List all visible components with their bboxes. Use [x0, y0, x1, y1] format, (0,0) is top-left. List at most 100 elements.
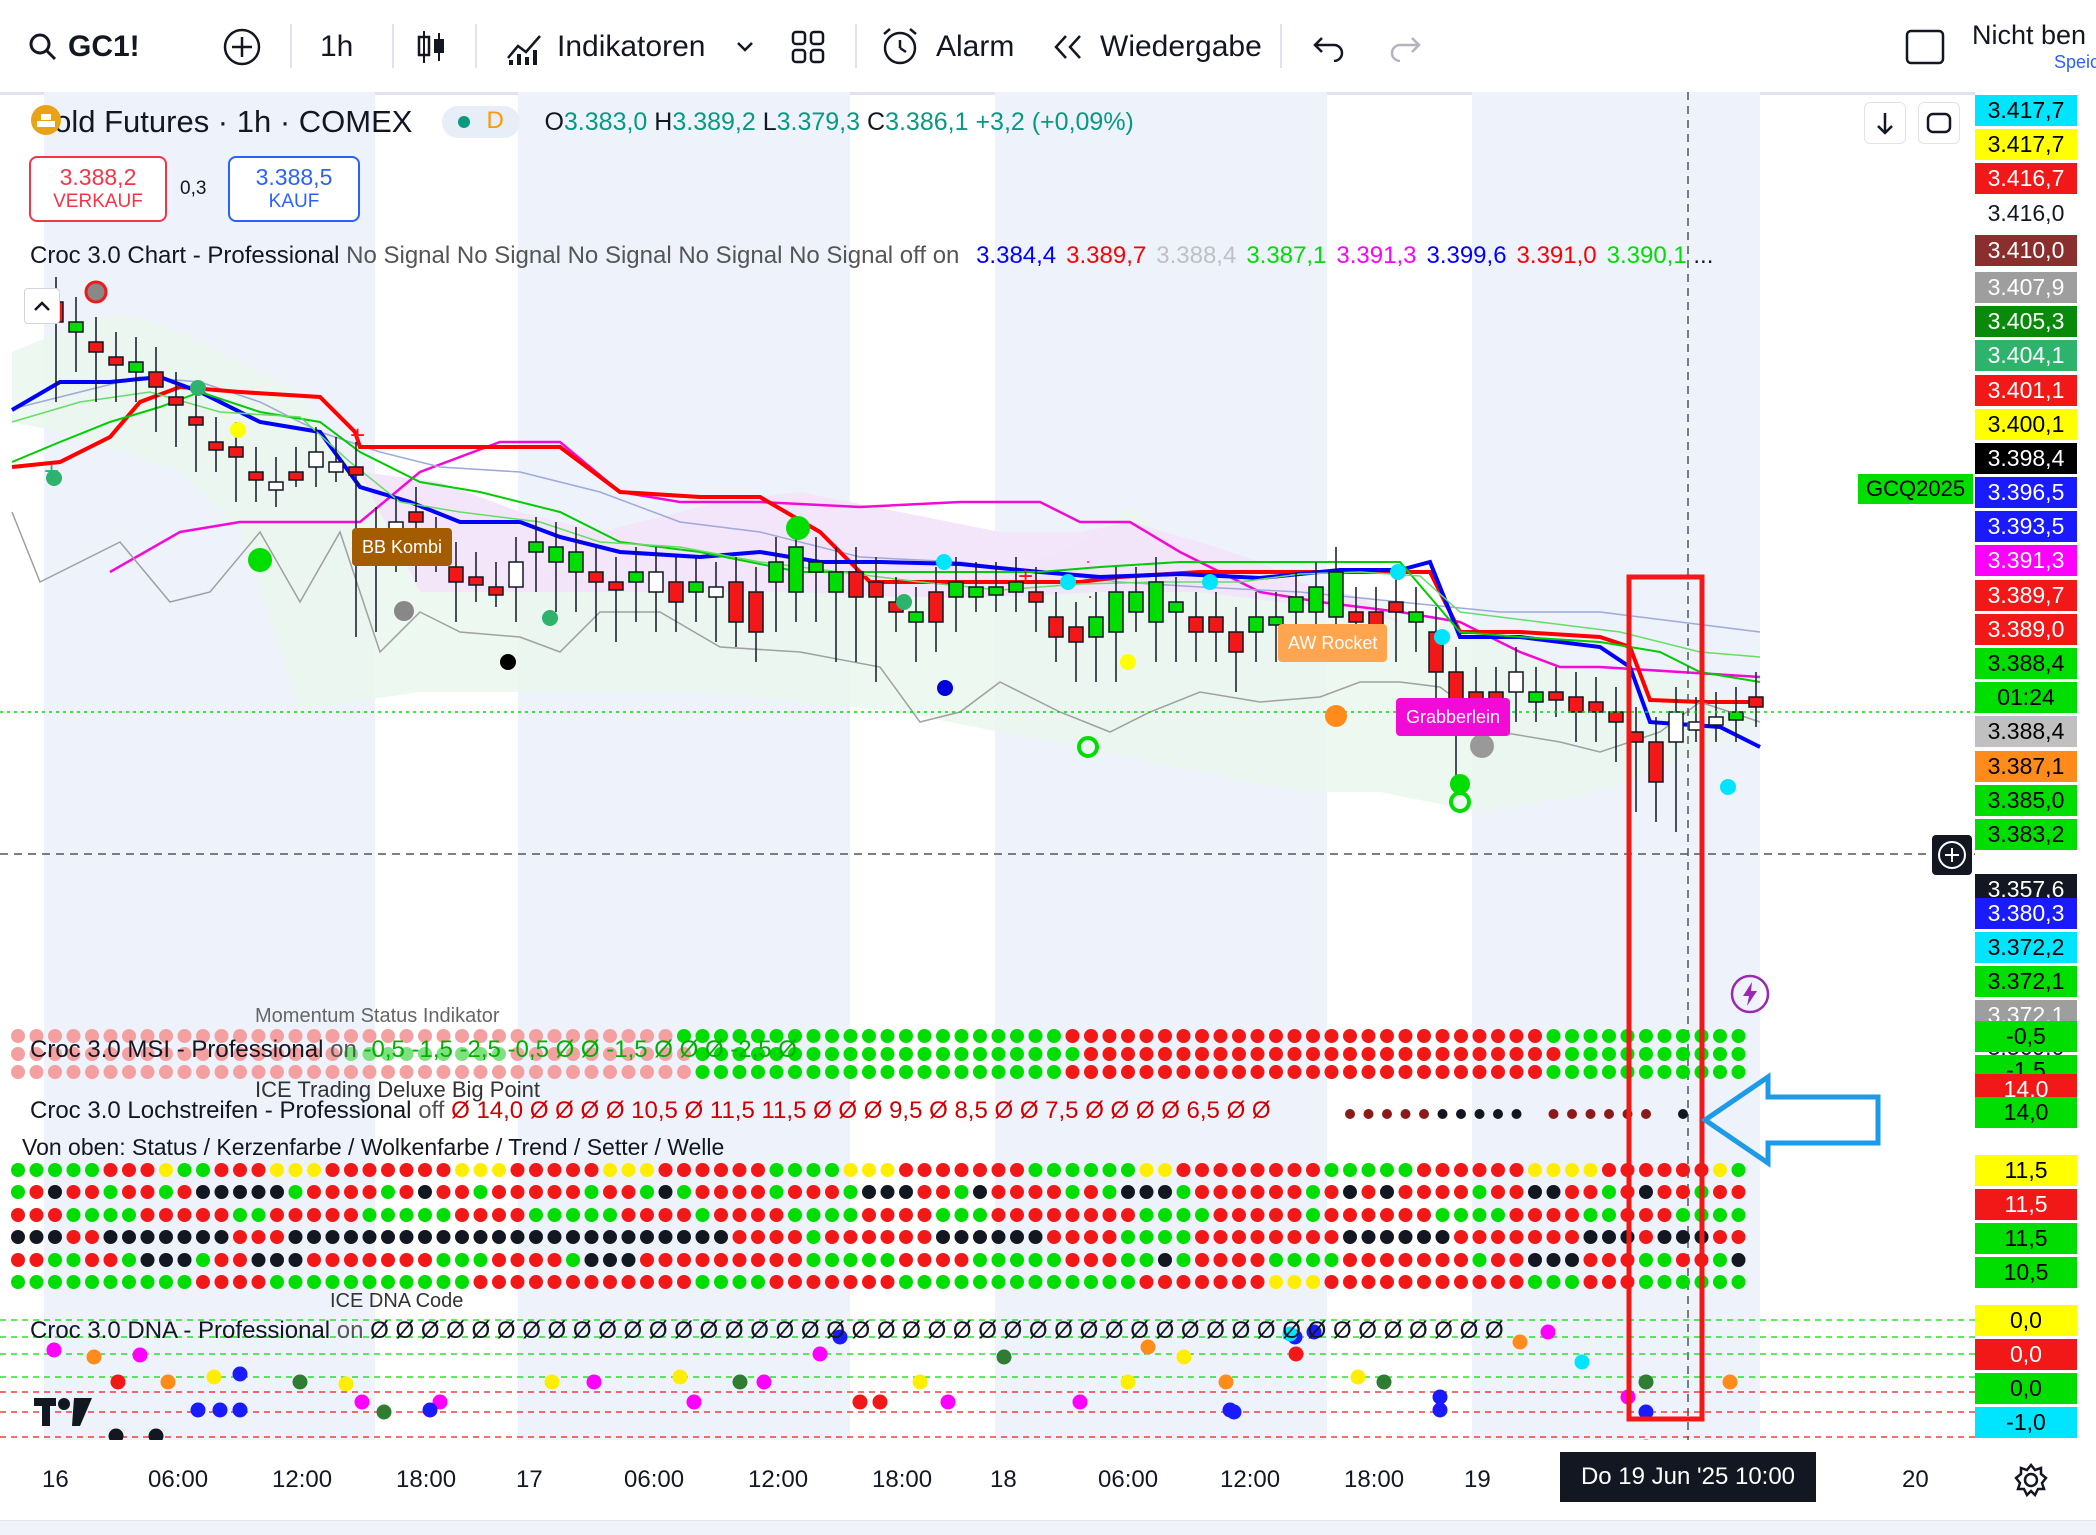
croc-chart-name: Croc 3.0 Chart - Professional — [30, 242, 340, 269]
dna-values: Ø Ø Ø Ø Ø Ø Ø Ø Ø Ø Ø Ø Ø Ø Ø Ø Ø Ø Ø Ø … — [370, 1317, 1504, 1344]
indicator-dot — [1546, 1185, 1561, 1199]
indicator-dot — [991, 1163, 1006, 1177]
price-label: 3.391,3 — [1975, 545, 2077, 576]
indicator-dot — [862, 1029, 876, 1043]
indicator-dot — [325, 1065, 340, 1079]
indicator-dot — [455, 1047, 469, 1061]
indicator-dot — [695, 1208, 710, 1222]
indicator-dot — [1102, 1253, 1117, 1267]
indicator-dot — [1102, 1029, 1117, 1043]
indicator-dot — [177, 1163, 192, 1177]
scroll-to-latest-button[interactable] — [1864, 102, 1906, 144]
indicator-dot — [1176, 1163, 1191, 1177]
price-label: 3.417,7 — [1975, 129, 2077, 160]
indicator-dot — [103, 1275, 118, 1289]
chart-canvas[interactable]: + + + — [0, 92, 1975, 1467]
symbol-search-button[interactable]: GC1! — [28, 22, 140, 72]
interval-button[interactable]: 1h — [320, 30, 354, 63]
time-axis[interactable]: 16 06:00 12:00 18:00 17 06:00 12:00 18:00 18 06:0… — [0, 1440, 2096, 1520]
indicator-dot — [1602, 1047, 1616, 1061]
candle-body — [248, 471, 264, 481]
alarm-button[interactable]: Alarm — [880, 22, 1014, 72]
indicator-dot — [1269, 1047, 1283, 1061]
indicator-dot — [1158, 1253, 1172, 1267]
account-label[interactable]: Nicht ben — [1972, 20, 2087, 50]
indicator-dot — [1602, 1230, 1616, 1244]
indicator-dot — [566, 1230, 580, 1244]
price-scale[interactable]: 3.417,7 3.417,7 3.416,7 3.416,0 3.410,0 3.407… — [1975, 92, 2096, 1467]
indicator-dot — [1380, 1163, 1394, 1177]
layouts-button[interactable] — [790, 22, 826, 72]
candle-body — [1288, 596, 1304, 613]
indicator-dot — [1676, 1047, 1690, 1061]
indicator-dot — [455, 1163, 469, 1177]
indicator-dot — [1398, 1163, 1413, 1177]
add-alert-button[interactable] — [1932, 835, 1972, 875]
indicator-dot — [1361, 1065, 1376, 1079]
save-label[interactable]: Speicher — [2054, 52, 2096, 72]
indicator-dot — [1602, 1253, 1616, 1267]
indicators-dropdown-button[interactable] — [735, 22, 755, 72]
indicator-dot — [418, 1029, 432, 1043]
candle-body — [1708, 716, 1724, 726]
indicator-dot — [66, 1047, 81, 1061]
indicators-button[interactable]: Indikatoren — [505, 22, 705, 72]
session-band — [44, 92, 375, 1452]
indicator-dot — [251, 1029, 266, 1043]
change-value: +3,2 (+0,09%) — [975, 107, 1134, 136]
replay-button[interactable]: Wiedergabe — [1052, 22, 1262, 72]
chart-pane[interactable]: + + + Gold Futures · 1h · COMEX D O3.383,0… — [0, 92, 1975, 1467]
msi-legend[interactable]: Croc 3.0 MSI - Professional on -0,5 -1,5… — [30, 1036, 797, 1064]
candle-body — [1008, 581, 1024, 593]
indicator-dot — [880, 1047, 895, 1061]
indicator-dot — [1474, 1109, 1485, 1119]
indicator-dot — [1102, 1230, 1117, 1244]
indicator-dot — [1121, 1029, 1135, 1043]
chart-settings-button[interactable] — [2013, 1462, 2049, 1503]
chart-type-button[interactable] — [414, 22, 448, 72]
indicator-dot — [1602, 1029, 1616, 1043]
dna-legend[interactable]: Croc 3.0 DNA - Professional on Ø Ø Ø Ø Ø… — [30, 1317, 1504, 1345]
indicator-dot — [825, 1047, 839, 1061]
ichimoku-cloud — [12, 312, 1760, 812]
indicator-dot — [288, 1163, 303, 1177]
indicator-dot — [1287, 1208, 1302, 1222]
indicator-dot — [621, 1163, 636, 1177]
indicator-dot — [825, 1208, 839, 1222]
indicator-dot — [1435, 1065, 1450, 1079]
undo-button[interactable] — [1312, 22, 1346, 72]
collapse-legend-button[interactable] — [24, 288, 60, 324]
redo-button[interactable] — [1388, 22, 1422, 72]
indicator-dot — [436, 1029, 451, 1043]
indicator-dot — [529, 1029, 543, 1043]
indicator-dot — [695, 1230, 710, 1244]
indicator-dot — [492, 1208, 506, 1222]
indicator-dot — [843, 1230, 858, 1244]
signal-dot — [936, 554, 952, 570]
indicator-dot — [899, 1029, 913, 1043]
indicator-dot — [122, 1208, 136, 1222]
compare-button[interactable] — [222, 22, 262, 72]
fullscreen-toggle-button[interactable] — [1905, 22, 1945, 72]
indicator-dot — [455, 1253, 469, 1267]
indicator-dot — [1528, 1253, 1542, 1267]
indicator-dot — [1713, 1163, 1727, 1177]
indicator-dot — [1269, 1163, 1283, 1177]
dna-dot — [206, 1369, 222, 1385]
indicator-dot — [1657, 1230, 1672, 1244]
buy-button[interactable]: 3.388,5 KAUF — [228, 156, 360, 222]
indicator-dot — [1417, 1208, 1431, 1222]
indicator-dot — [936, 1047, 950, 1061]
indicator-dot — [1509, 1185, 1524, 1199]
croc-chart-legend[interactable]: Croc 3.0 Chart - Professional No Signal … — [30, 242, 1713, 270]
events-button[interactable] — [1730, 974, 1770, 1014]
indicator-dot — [621, 1047, 636, 1061]
indicator-dot — [1361, 1029, 1376, 1043]
indicator-dot — [1065, 1047, 1080, 1061]
market-status-pill[interactable]: D — [442, 106, 521, 138]
candle-body — [1608, 711, 1624, 723]
indicator-dot — [954, 1163, 969, 1177]
sell-button[interactable]: 3.388,2 VERKAUF — [29, 156, 167, 222]
lochstreifen-legend[interactable]: Croc 3.0 Lochstreifen - Professional off… — [30, 1097, 1271, 1125]
maximize-pane-button[interactable] — [1918, 102, 1960, 144]
